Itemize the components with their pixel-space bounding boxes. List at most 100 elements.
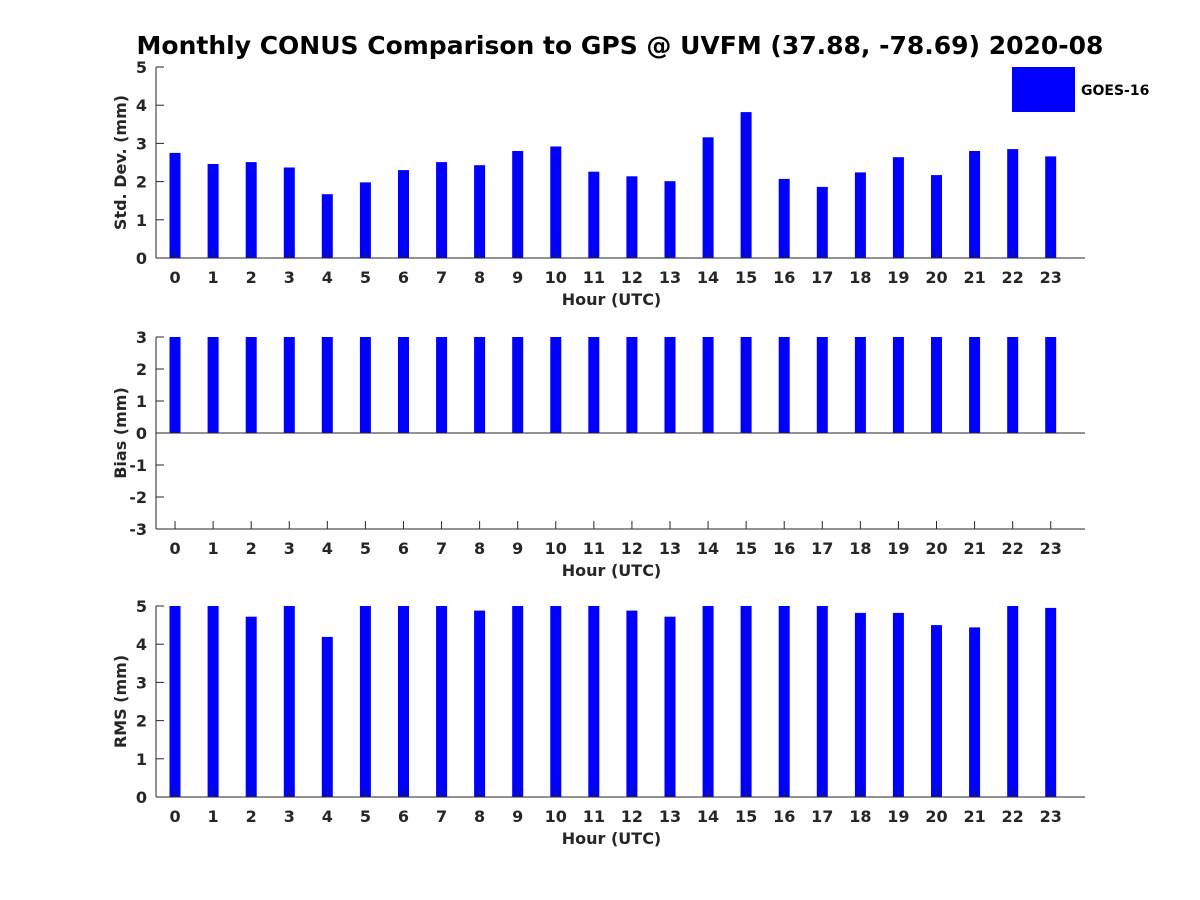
rms-bar-10 (550, 606, 562, 797)
rms-x-tick-label: 11 (583, 807, 605, 826)
bias-bar-18 (854, 337, 866, 433)
chart-title: Monthly CONUS Comparison to GPS @ UVFM (… (137, 31, 1104, 60)
stddev-bar-11 (588, 171, 600, 258)
stddev-x-tick-label: 6 (398, 268, 409, 287)
stddev-bar-6 (398, 170, 409, 258)
rms-x-tick-label: 7 (436, 807, 447, 826)
bias-bar-20 (931, 337, 942, 433)
bias-x-tick-label: 0 (169, 539, 180, 558)
bias-bar-21 (969, 337, 981, 433)
rms-x-tick-label: 0 (169, 807, 180, 826)
stddev-y-tick-label: 0 (136, 249, 147, 268)
bias-x-tick-label: 5 (360, 539, 371, 558)
bias-x-tick-label: 19 (887, 539, 909, 558)
stddev-x-axis-label: Hour (UTC) (562, 290, 662, 309)
bias-x-tick-label: 12 (621, 539, 643, 558)
rms-x-tick-label: 8 (474, 807, 485, 826)
stddev-bar-7 (436, 162, 448, 258)
bias-bar-12 (626, 337, 638, 433)
bias-bar-6 (398, 337, 409, 433)
stddev-x-tick-label: 21 (963, 268, 985, 287)
stddev-y-tick-label: 5 (136, 58, 147, 77)
rms-bar-18 (854, 612, 866, 797)
stddev-x-tick-label: 1 (208, 268, 219, 287)
bias-y-tick-label: 0 (136, 424, 147, 443)
rms-x-tick-label: 2 (246, 807, 257, 826)
bias-y-tick-label: 3 (136, 328, 147, 347)
bias-y-tick-label: -2 (129, 488, 147, 507)
rms-x-tick-label: 18 (849, 807, 871, 826)
stddev-x-tick-label: 9 (512, 268, 523, 287)
bias-x-tick-label: 15 (735, 539, 757, 558)
legend: GOES-16 (1012, 67, 1149, 112)
stddev-bar-13 (664, 181, 676, 258)
rms-x-tick-label: 14 (697, 807, 719, 826)
stddev-bar-22 (1007, 149, 1019, 258)
rms-x-tick-label: 10 (545, 807, 567, 826)
bias-x-tick-label: 14 (697, 539, 719, 558)
bias-x-tick-label: 8 (474, 539, 485, 558)
stddev-bar-12 (626, 176, 638, 258)
stddev-x-tick-label: 4 (322, 268, 333, 287)
bias-x-tick-label: 10 (545, 539, 567, 558)
bias-x-tick-label: 7 (436, 539, 447, 558)
bias-bar-0 (169, 337, 181, 433)
bias-bar-8 (474, 337, 486, 433)
rms-bar-23 (1045, 607, 1057, 797)
bias-x-tick-label: 20 (925, 539, 947, 558)
bias-x-tick-label: 4 (322, 539, 333, 558)
bias-y-axis-label: Bias (mm) (111, 387, 130, 479)
rms-x-tick-label: 21 (963, 807, 985, 826)
stddev-x-tick-label: 11 (583, 268, 605, 287)
stddev-y-axis-label: Std. Dev. (mm) (111, 95, 130, 230)
rms-x-tick-label: 3 (284, 807, 295, 826)
rms-y-tick-label: 4 (136, 635, 147, 654)
stddev-x-tick-label: 15 (735, 268, 757, 287)
rms-x-tick-label: 15 (735, 807, 757, 826)
rms-bar-15 (740, 606, 752, 797)
bias-bar-2 (245, 337, 257, 433)
rms-bar-3 (283, 606, 295, 797)
rms-y-tick-label: 5 (136, 597, 147, 616)
stddev-x-tick-label: 19 (887, 268, 909, 287)
stddev-x-tick-label: 22 (1002, 268, 1024, 287)
rms-bar-16 (778, 606, 790, 797)
bias-bar-13 (664, 337, 676, 433)
rms-bar-2 (245, 616, 257, 797)
stddev-x-tick-label: 3 (284, 268, 295, 287)
stddev-x-tick-label: 12 (621, 268, 643, 287)
stddev-x-tick-label: 2 (246, 268, 257, 287)
rms-bar-9 (512, 606, 524, 797)
bias-bar-9 (512, 337, 524, 433)
rms-bar-8 (474, 610, 486, 797)
bias-bar-4 (321, 337, 333, 433)
bias-bar-23 (1045, 337, 1057, 433)
bias-bar-16 (778, 337, 790, 433)
rms-y-tick-label: 1 (136, 750, 147, 769)
bias-bar-1 (207, 337, 219, 433)
stddev-bar-2 (245, 162, 257, 258)
rms-bar-21 (969, 627, 981, 797)
rms-x-tick-label: 22 (1002, 807, 1024, 826)
stddev-x-tick-label: 5 (360, 268, 371, 287)
rms-bar-17 (816, 606, 828, 797)
bias-x-tick-label: 22 (1002, 539, 1024, 558)
stddev-y-tick-label: 2 (136, 173, 147, 192)
bias-bar-10 (550, 337, 562, 433)
rms-bar-7 (436, 606, 448, 797)
stddev-x-tick-label: 20 (925, 268, 947, 287)
rms-y-tick-label: 3 (136, 673, 147, 692)
stddev-x-tick-label: 10 (545, 268, 567, 287)
stddev-bar-9 (512, 151, 524, 258)
rms-bar-20 (931, 625, 942, 797)
stddev-bar-3 (283, 167, 295, 258)
bias-bar-5 (359, 337, 371, 433)
stddev-bar-19 (892, 157, 904, 258)
stddev-x-tick-label: 16 (773, 268, 795, 287)
stddev-bar-17 (816, 186, 828, 258)
rms-bar-5 (359, 606, 371, 797)
rms-x-tick-label: 12 (621, 807, 643, 826)
stddev-bar-23 (1045, 156, 1057, 258)
